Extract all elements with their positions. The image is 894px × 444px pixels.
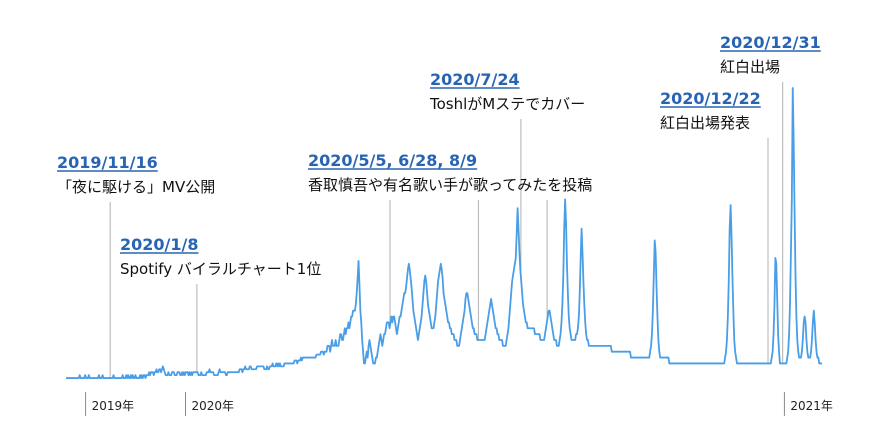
annotation-date: 2019/11/16 [57,153,158,172]
annotation-labels: 2019/11/16 「夜に駆ける」MV公開 2020/1/8 Spotify バイラ… [57,33,821,278]
annotation-text: 「夜に駆ける」MV公開 [57,178,215,196]
annotation-text: 紅白出場発表 [660,114,750,132]
annotation-date: 2020/5/5, 6/28, 8/9 [308,151,477,170]
annotation-date: 2020/1/8 [120,235,198,254]
annotation-text: ToshlがMステでカバー [429,95,585,113]
x-tick-label: 2021年 [790,399,833,413]
x-tick-label: 2020年 [192,399,235,413]
annotation-date: 2020/12/22 [660,89,761,108]
annotation-date: 2020/7/24 [430,70,520,89]
annotation-date: 2020/12/31 [720,33,821,52]
x-axis: 2019年 2020年 2021年 [85,392,833,416]
series-line [66,87,822,379]
annotation-text: Spotify バイラルチャート1位 [120,260,321,278]
x-tick-label: 2019年 [92,399,135,413]
annotation-text: 香取慎吾や有名歌い手が歌ってみたを投稿 [308,176,592,194]
annotation-text: 紅白出場 [720,58,780,76]
annotation-lines [109,82,784,379]
